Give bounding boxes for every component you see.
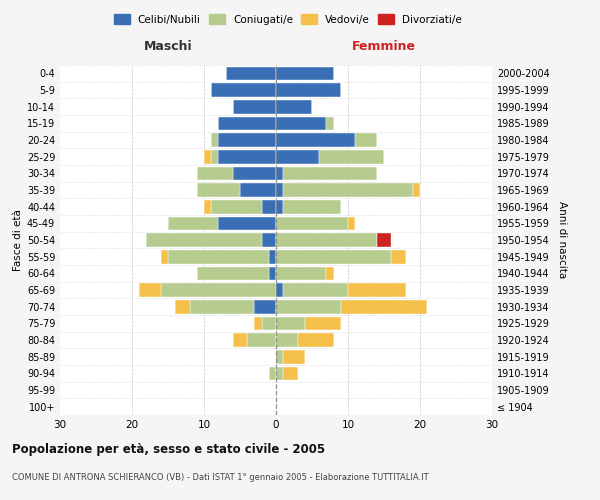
Bar [326, 266, 334, 280]
Bar [233, 166, 276, 180]
Bar [211, 83, 276, 97]
Bar [276, 183, 283, 197]
Bar [204, 200, 211, 213]
Bar [269, 250, 276, 264]
Bar [139, 283, 161, 297]
Bar [197, 166, 233, 180]
Text: COMUNE DI ANTRONA SCHIERANCO (VB) - Dati ISTAT 1° gennaio 2005 - Elaborazione TU: COMUNE DI ANTRONA SCHIERANCO (VB) - Dati… [12, 472, 428, 482]
Bar [276, 66, 334, 80]
Bar [276, 300, 341, 314]
Bar [168, 216, 218, 230]
Bar [197, 183, 240, 197]
Bar [262, 200, 276, 213]
Legend: Celibi/Nubili, Coniugati/e, Vedovi/e, Divorziati/e: Celibi/Nubili, Coniugati/e, Vedovi/e, Di… [110, 10, 466, 29]
Bar [348, 283, 406, 297]
Bar [204, 150, 211, 164]
Bar [240, 183, 276, 197]
Bar [283, 200, 341, 213]
Bar [319, 150, 384, 164]
Bar [355, 133, 377, 147]
Bar [276, 133, 355, 147]
Bar [161, 250, 168, 264]
Bar [190, 300, 254, 314]
Bar [269, 266, 276, 280]
Text: Femmine: Femmine [352, 40, 416, 54]
Bar [218, 150, 276, 164]
Bar [218, 133, 276, 147]
Bar [326, 116, 334, 130]
Text: Maschi: Maschi [143, 40, 193, 54]
Bar [262, 316, 276, 330]
Bar [168, 250, 269, 264]
Bar [276, 316, 305, 330]
Bar [391, 250, 406, 264]
Bar [276, 350, 283, 364]
Bar [269, 366, 276, 380]
Bar [211, 200, 262, 213]
Bar [276, 83, 341, 97]
Bar [254, 316, 262, 330]
Bar [276, 200, 283, 213]
Bar [276, 116, 326, 130]
Bar [283, 183, 413, 197]
Y-axis label: Fasce di età: Fasce di età [13, 209, 23, 271]
Bar [283, 366, 298, 380]
Bar [254, 300, 276, 314]
Bar [218, 116, 276, 130]
Bar [377, 233, 391, 247]
Bar [211, 133, 218, 147]
Bar [211, 150, 218, 164]
Bar [276, 366, 283, 380]
Bar [298, 333, 334, 347]
Bar [276, 100, 312, 114]
Bar [175, 300, 190, 314]
Bar [348, 216, 355, 230]
Bar [262, 233, 276, 247]
Text: Popolazione per età, sesso e stato civile - 2005: Popolazione per età, sesso e stato civil… [12, 442, 325, 456]
Bar [226, 66, 276, 80]
Bar [276, 166, 283, 180]
Bar [276, 233, 377, 247]
Bar [283, 350, 305, 364]
Bar [413, 183, 420, 197]
Bar [341, 300, 427, 314]
Bar [146, 233, 262, 247]
Bar [197, 266, 269, 280]
Bar [276, 333, 298, 347]
Bar [305, 316, 341, 330]
Bar [276, 216, 348, 230]
Bar [276, 266, 326, 280]
Bar [218, 216, 276, 230]
Bar [161, 283, 276, 297]
Bar [276, 150, 319, 164]
Bar [276, 250, 391, 264]
Bar [283, 283, 348, 297]
Bar [247, 333, 276, 347]
Y-axis label: Anni di nascita: Anni di nascita [557, 202, 566, 278]
Bar [233, 100, 276, 114]
Bar [233, 333, 247, 347]
Bar [283, 166, 377, 180]
Bar [276, 283, 283, 297]
